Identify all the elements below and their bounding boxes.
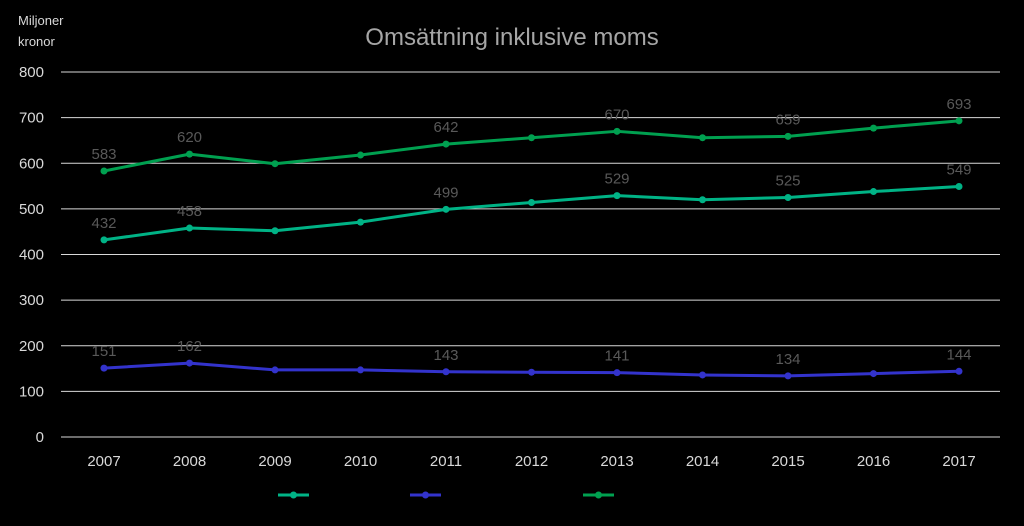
y-tick-label: 400: [19, 247, 44, 264]
x-tick-label: 2011: [430, 453, 462, 470]
data-label: 162: [177, 338, 202, 355]
data-label: 134: [775, 351, 800, 368]
y-axis-unit-line2: kronor: [18, 34, 56, 49]
x-tick-label: 2008: [173, 453, 206, 470]
y-tick-label: 600: [19, 155, 44, 172]
data-label: 659: [775, 111, 800, 128]
data-point: [186, 150, 193, 158]
legend-marker: [595, 491, 602, 499]
x-axis-ticks: 2007 2008 2009 2010 2011 2012 2013 2014 2015 2016…: [87, 453, 975, 470]
y-tick-label: 500: [19, 201, 44, 218]
y-tick-label: 800: [19, 64, 44, 81]
data-label: 583: [91, 146, 116, 163]
data-point: [528, 134, 535, 142]
data-point: [357, 218, 364, 226]
data-point: [442, 205, 450, 213]
x-tick-label: 2016: [857, 453, 890, 470]
data-point: [357, 151, 364, 159]
data-point: [271, 366, 279, 374]
legend-marker: [290, 491, 297, 499]
y-axis-ticks: 0 100 200 300 400 500 600 700 800: [19, 64, 44, 446]
data-point: [442, 368, 450, 376]
data-point: [613, 192, 621, 200]
data-point: [784, 193, 792, 201]
data-point: [955, 117, 963, 125]
x-tick-label: 2012: [515, 453, 548, 470]
data-point: [357, 366, 364, 374]
data-point: [870, 370, 877, 378]
data-point: [100, 167, 108, 175]
y-tick-label: 700: [19, 110, 44, 127]
data-point: [699, 134, 706, 142]
data-label: 620: [177, 129, 202, 146]
data-point: [870, 188, 877, 196]
y-tick-label: 100: [19, 383, 44, 400]
gridlines: [61, 71, 1000, 438]
data-point: [528, 368, 535, 376]
data-labels: 432 458 499 529 525 549 151 162 143 141 134 144 583 6…: [91, 96, 971, 368]
x-tick-label: 2009: [258, 453, 291, 470]
data-point: [442, 140, 450, 148]
data-label: 549: [946, 162, 971, 179]
data-label: 458: [177, 203, 202, 220]
y-tick-label: 0: [36, 429, 44, 446]
data-point: [784, 132, 792, 140]
data-label: 670: [604, 106, 629, 123]
data-point: [100, 236, 108, 244]
data-label: 499: [433, 184, 458, 201]
data-point: [186, 359, 193, 367]
data-point: [870, 124, 877, 132]
data-point: [699, 196, 706, 204]
data-label: 693: [946, 96, 971, 113]
series-line-1: [103, 185, 960, 242]
data-label: 525: [775, 172, 800, 189]
data-point: [100, 364, 108, 372]
data-point: [186, 224, 193, 232]
y-tick-label: 300: [19, 292, 44, 309]
data-point: [271, 160, 279, 168]
x-tick-label: 2007: [87, 453, 120, 470]
data-point: [955, 183, 963, 191]
data-label: 642: [433, 119, 458, 136]
data-label: 432: [91, 215, 116, 232]
y-axis-unit-line1: Miljoner: [18, 13, 64, 28]
data-label: 144: [946, 346, 971, 363]
x-tick-label: 2017: [942, 453, 975, 470]
x-tick-label: 2014: [686, 453, 719, 470]
data-label: 141: [604, 348, 629, 365]
x-tick-label: 2015: [771, 453, 804, 470]
data-label: 529: [604, 171, 629, 188]
data-point: [528, 198, 535, 206]
legend: [278, 491, 614, 499]
legend-marker: [422, 491, 429, 499]
x-tick-label: 2010: [344, 453, 377, 470]
chart-title: Omsättning inklusive moms: [365, 24, 658, 51]
data-point: [784, 372, 792, 380]
x-tick-label: 2013: [600, 453, 633, 470]
data-point: [613, 127, 621, 135]
data-point: [271, 227, 279, 235]
data-point: [613, 369, 621, 377]
series-lines: [100, 117, 963, 380]
y-tick-label: 200: [19, 338, 44, 355]
data-label: 143: [433, 347, 458, 364]
data-label: 151: [91, 343, 116, 360]
data-point: [955, 367, 963, 375]
data-point: [699, 371, 706, 379]
